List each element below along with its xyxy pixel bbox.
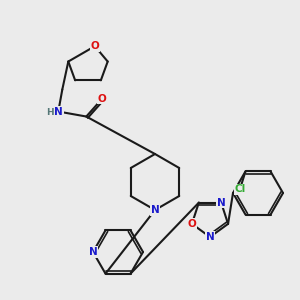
Text: N: N bbox=[217, 198, 226, 208]
Text: N: N bbox=[88, 247, 98, 257]
Text: O: O bbox=[188, 219, 196, 229]
Text: O: O bbox=[98, 94, 107, 103]
Text: H: H bbox=[46, 108, 54, 117]
Text: O: O bbox=[91, 41, 99, 51]
Text: N: N bbox=[151, 205, 159, 215]
Text: N: N bbox=[54, 106, 63, 116]
Text: Cl: Cl bbox=[235, 184, 246, 194]
Text: N: N bbox=[206, 232, 214, 242]
